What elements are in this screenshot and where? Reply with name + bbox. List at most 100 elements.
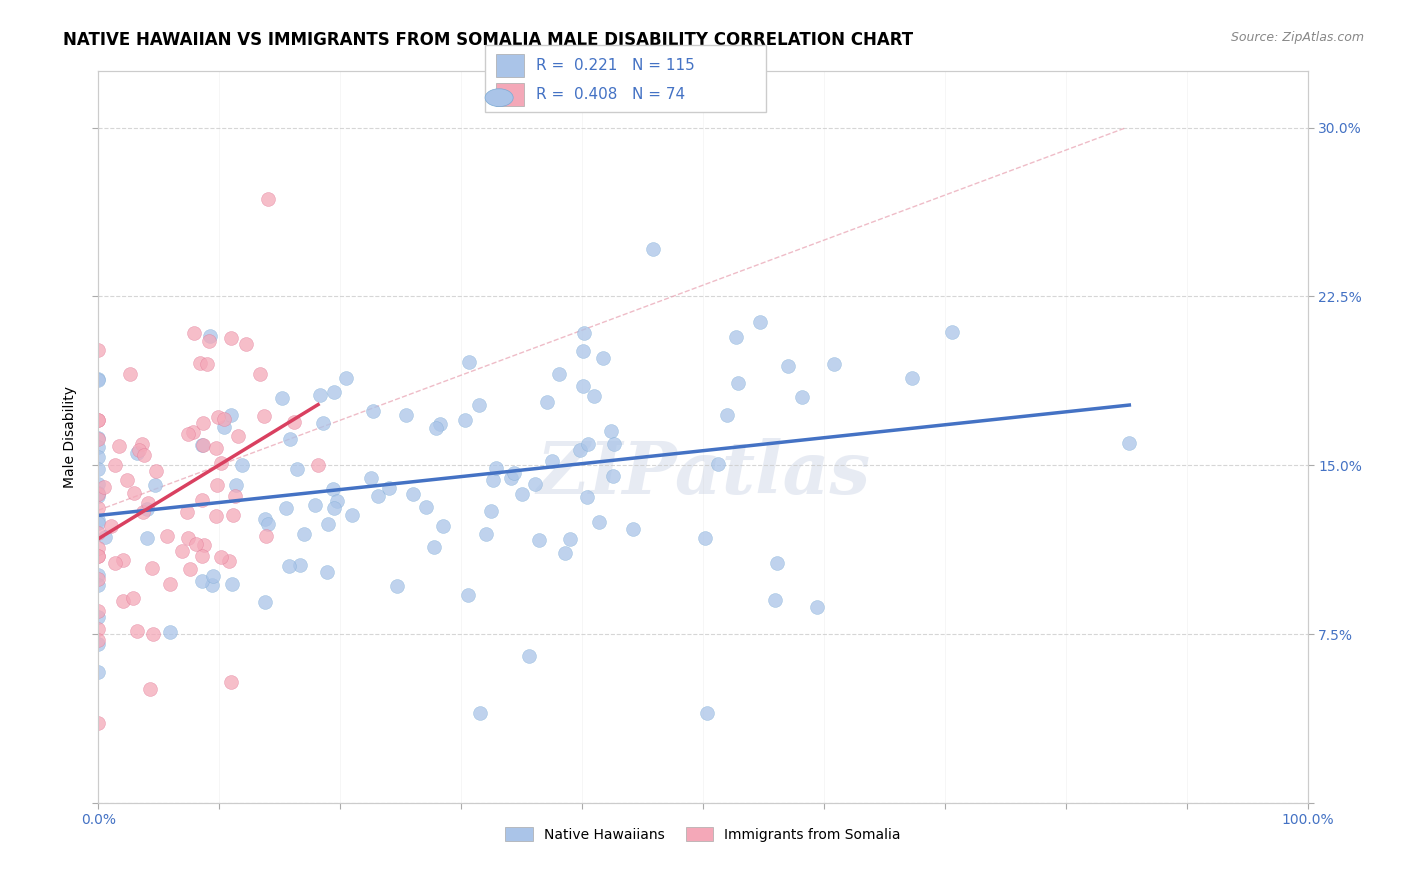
Point [218, 554, 240, 568]
Point [342, 508, 364, 522]
Point [170, 544, 193, 558]
Point [326, 494, 349, 508]
Text: Source: ZipAtlas.com: Source: ZipAtlas.com [1230, 31, 1364, 45]
Point [603, 436, 626, 450]
Text: R =  0.408   N = 74: R = 0.408 N = 74 [536, 87, 685, 103]
Point [143, 478, 166, 492]
Point [572, 326, 595, 340]
Point [87, 637, 110, 651]
Point [621, 522, 644, 536]
Point [136, 496, 159, 510]
Point [191, 549, 214, 564]
Text: R =  0.221   N = 115: R = 0.221 N = 115 [536, 58, 695, 73]
Point [457, 354, 479, 368]
Point [278, 558, 301, 573]
Point [554, 546, 576, 560]
Point [294, 527, 316, 541]
Point [748, 315, 770, 329]
Point [190, 356, 212, 370]
Point [323, 501, 346, 516]
Point [1118, 436, 1140, 450]
Point [716, 408, 738, 422]
Point [209, 549, 232, 564]
Point [87, 373, 110, 387]
Point [104, 458, 127, 472]
Point [139, 682, 162, 697]
Point [423, 540, 446, 554]
Point [253, 409, 276, 424]
Point [87, 440, 110, 454]
Point [87, 412, 110, 426]
Point [335, 371, 357, 385]
Point [177, 426, 200, 441]
Point [527, 533, 550, 548]
Point [599, 424, 621, 438]
Point [360, 471, 382, 485]
Point [100, 518, 122, 533]
Point [202, 569, 225, 583]
Point [254, 529, 277, 543]
Point [429, 417, 451, 432]
Point [198, 329, 221, 343]
Point [191, 416, 214, 430]
Point [225, 478, 247, 492]
Point [900, 370, 922, 384]
Point [457, 588, 479, 602]
Point [385, 579, 408, 593]
Point [93, 480, 115, 494]
Point [176, 505, 198, 519]
Point [177, 531, 200, 545]
Point [510, 487, 533, 501]
Point [87, 549, 110, 564]
Point [696, 706, 718, 720]
Point [254, 595, 277, 609]
Point [548, 368, 571, 382]
Point [482, 473, 505, 487]
Point [219, 674, 242, 689]
Point [481, 504, 503, 518]
Point [222, 508, 245, 522]
Point [87, 450, 110, 465]
Point [502, 466, 524, 480]
Point [541, 453, 564, 467]
Point [707, 457, 730, 471]
Point [87, 526, 110, 541]
Point [191, 492, 214, 507]
Point [159, 624, 181, 639]
Point [727, 376, 749, 391]
Point [249, 367, 271, 381]
Point [432, 519, 454, 533]
Point [576, 437, 599, 451]
Point [87, 489, 110, 503]
Point [191, 437, 214, 451]
Point [191, 437, 214, 451]
Legend: Native Hawaiians, Immigrants from Somalia: Native Hawaiians, Immigrants from Somali… [499, 822, 907, 847]
Point [87, 432, 110, 446]
Point [128, 443, 150, 458]
Point [195, 357, 218, 371]
Point [87, 513, 110, 527]
Point [219, 408, 242, 422]
Point [94, 531, 117, 545]
Point [87, 486, 110, 500]
Point [115, 473, 138, 487]
Point [125, 446, 148, 460]
Point [536, 395, 558, 409]
Point [204, 441, 226, 455]
Point [323, 384, 346, 399]
Text: NATIVE HAWAIIAN VS IMMIGRANTS FROM SOMALIA MALE DISABILITY CORRELATION CHART: NATIVE HAWAIIAN VS IMMIGRANTS FROM SOMAL… [63, 31, 914, 49]
Point [87, 431, 110, 445]
Point [221, 576, 243, 591]
Point [186, 537, 208, 551]
Point [763, 593, 786, 607]
Point [582, 389, 605, 403]
Point [87, 572, 110, 586]
Point [454, 413, 477, 427]
Point [219, 330, 242, 344]
Point [253, 511, 276, 525]
Point [87, 501, 110, 516]
Point [87, 516, 110, 530]
Point [87, 462, 110, 476]
Point [231, 458, 253, 472]
Point [118, 367, 141, 381]
